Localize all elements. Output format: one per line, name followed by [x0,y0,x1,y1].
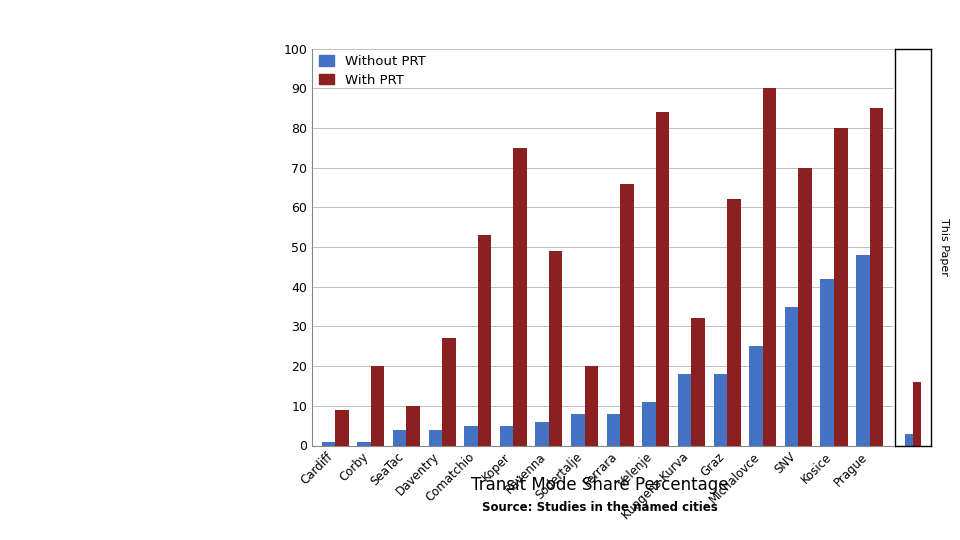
Bar [642,402,656,446]
Bar [749,346,763,445]
Bar [656,112,669,446]
Bar [442,339,456,445]
Bar [371,366,384,445]
Bar [727,199,741,446]
Bar [585,366,598,445]
Text: This Paper: This Paper [939,218,949,276]
Bar [514,148,527,446]
Bar [691,319,705,445]
Text: Source: Studies in the named cities: Source: Studies in the named cities [482,501,718,514]
Bar [571,414,585,445]
Bar [763,88,777,446]
Text: Mode Share: Mode Share [49,229,244,257]
Bar [834,128,848,446]
Bar [785,307,799,446]
Bar [406,406,420,445]
Bar [464,426,478,446]
Bar [500,426,514,446]
Bar [357,442,371,446]
Bar [821,279,834,445]
Bar [870,108,883,446]
Bar [335,410,348,446]
Bar [393,430,406,446]
Bar [607,414,620,445]
Bar [678,374,691,446]
Legend: Without PRT, With PRT: Without PRT, With PRT [319,55,425,86]
Bar [799,167,812,446]
Text: Comparison: Comparison [49,283,244,311]
Bar [913,382,921,446]
Text: Transit Mode Share Percentage: Transit Mode Share Percentage [471,476,729,494]
Bar [549,251,563,446]
Bar [478,235,492,446]
Bar [856,255,870,446]
Bar [536,422,549,446]
Bar [713,374,727,446]
Bar [905,434,913,445]
Bar [620,184,634,446]
Bar [322,442,335,446]
Bar [428,430,442,446]
